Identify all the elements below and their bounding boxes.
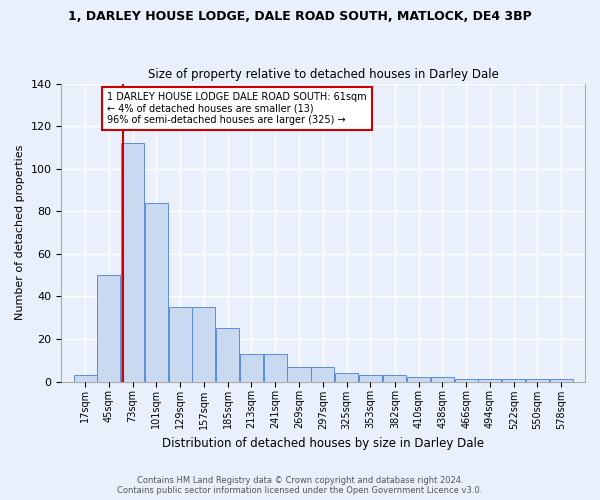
Bar (311, 366, 334, 382)
Bar (455, 380, 478, 382)
Text: 1 DARLEY HOUSE LODGE DALE ROAD SOUTH: 61sqm
← 4% of detached houses are smaller : 1 DARLEY HOUSE LODGE DALE ROAD SOUTH: 61… (107, 92, 367, 126)
Bar (169, 307, 192, 382)
Bar (74, 375, 97, 382)
Bar (145, 202, 168, 382)
Bar (240, 354, 263, 382)
Bar (287, 366, 311, 382)
Bar (121, 143, 144, 382)
Bar (335, 373, 358, 382)
Bar (407, 378, 430, 382)
Text: 1, DARLEY HOUSE LODGE, DALE ROAD SOUTH, MATLOCK, DE4 3BP: 1, DARLEY HOUSE LODGE, DALE ROAD SOUTH, … (68, 10, 532, 23)
Bar (431, 378, 454, 382)
Bar (526, 380, 549, 382)
Bar (502, 380, 525, 382)
Y-axis label: Number of detached properties: Number of detached properties (15, 145, 25, 320)
Bar (550, 380, 573, 382)
X-axis label: Distribution of detached houses by size in Darley Dale: Distribution of detached houses by size … (162, 437, 484, 450)
Title: Size of property relative to detached houses in Darley Dale: Size of property relative to detached ho… (148, 68, 499, 81)
Bar (383, 375, 406, 382)
Bar (97, 275, 121, 382)
Text: Contains HM Land Registry data © Crown copyright and database right 2024.
Contai: Contains HM Land Registry data © Crown c… (118, 476, 482, 495)
Bar (216, 328, 239, 382)
Bar (193, 307, 215, 382)
Bar (359, 375, 382, 382)
Bar (264, 354, 287, 382)
Bar (478, 380, 502, 382)
